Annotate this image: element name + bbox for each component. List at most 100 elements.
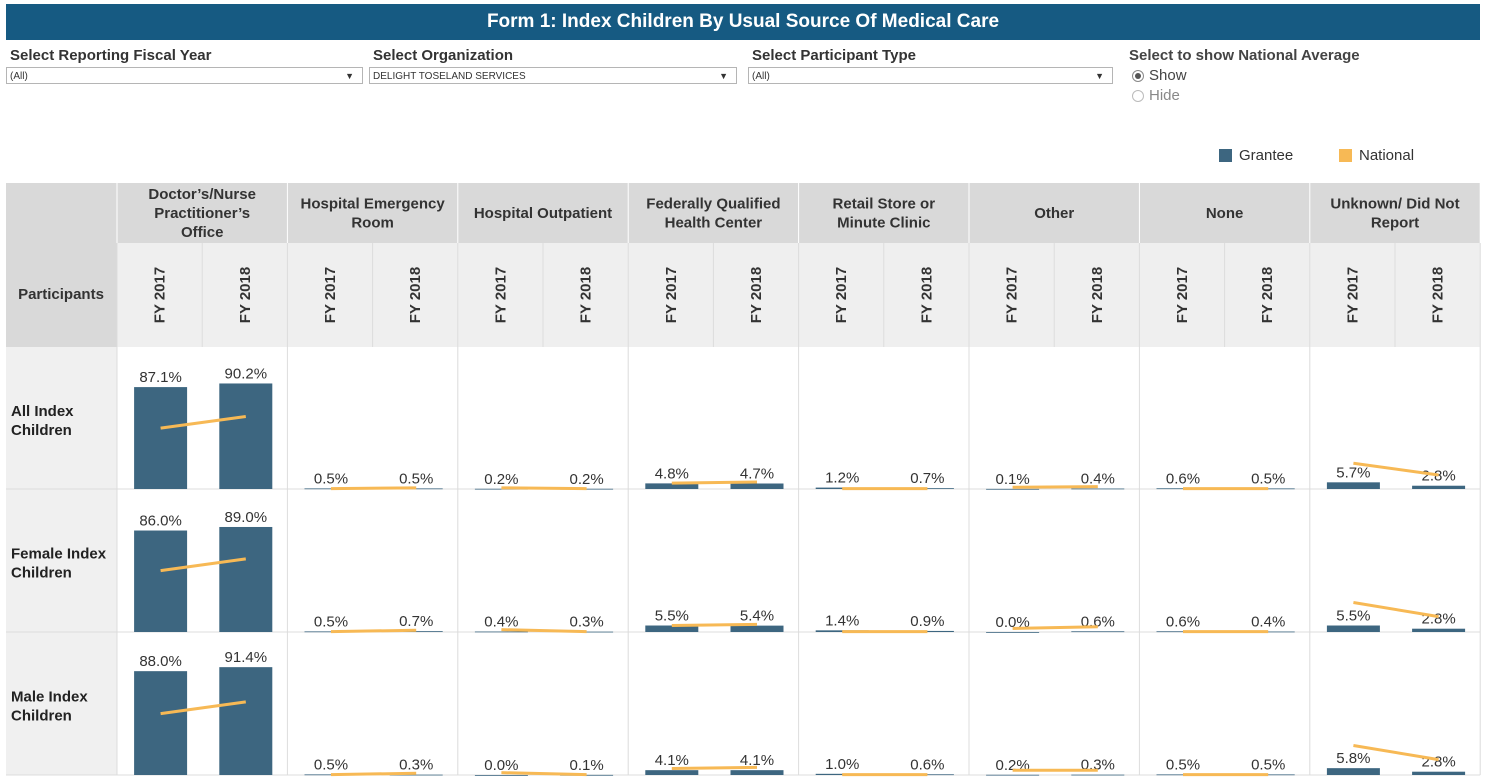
legend-grantee-label: Grantee <box>1239 147 1294 164</box>
data-label: 0.4% <box>1081 471 1115 488</box>
national-line <box>501 771 587 777</box>
data-label: 5.4% <box>740 608 774 625</box>
grantee-bar <box>219 667 273 775</box>
fiscal-year-select[interactable]: (All) ▼ <box>6 67 363 84</box>
radio-show-label: Show <box>1149 67 1187 84</box>
legend-grantee-swatch <box>1219 149 1232 162</box>
national-line <box>160 557 247 573</box>
national-line <box>160 700 247 716</box>
data-label: 0.5% <box>314 756 348 773</box>
grantee-bar <box>474 775 528 776</box>
grantee-bar <box>560 488 614 490</box>
chevron-down-icon: ▼ <box>719 71 728 81</box>
national-line <box>671 765 758 771</box>
data-label: 0.2% <box>484 471 518 488</box>
grantee-bar <box>304 488 358 490</box>
national-line <box>1353 744 1439 762</box>
data-label: 5.5% <box>1336 608 1370 625</box>
fiscal-year-filter: Select Reporting Fiscal Year (All) ▼ <box>6 46 363 84</box>
row-label: Female Index Children <box>11 546 107 582</box>
year-header: FY 2017 <box>663 267 680 323</box>
grantee-bar <box>560 774 614 776</box>
chevron-down-icon: ▼ <box>345 71 354 81</box>
chevron-down-icon: ▼ <box>1095 71 1104 81</box>
data-label: 0.4% <box>484 614 518 631</box>
row-header-participants: Participants <box>18 286 104 303</box>
grantee-bar <box>986 632 1040 633</box>
year-header: FY 2017 <box>322 267 339 323</box>
radio-unselected-icon <box>1132 90 1144 102</box>
radio-selected-icon <box>1132 70 1144 82</box>
row-label: All Index Children <box>11 403 74 439</box>
category-header: None <box>1206 205 1244 222</box>
grantee-bar <box>986 774 1040 776</box>
year-header: FY 2017 <box>492 267 509 323</box>
organization-filter: Select Organization DELIGHT TOSELAND SER… <box>369 46 737 84</box>
year-header: FY 2017 <box>152 267 169 323</box>
category-header: Retail Store or Minute Clinic <box>833 196 936 232</box>
year-header: FY 2018 <box>1430 267 1447 323</box>
year-header: FY 2018 <box>1259 267 1276 323</box>
data-label: 0.7% <box>399 613 433 630</box>
national-line <box>330 628 417 634</box>
grantee-bar <box>134 387 188 489</box>
fiscal-year-filter-label: Select Reporting Fiscal Year <box>10 47 212 64</box>
page-title: Form 1: Index Children By Usual Source O… <box>6 4 1480 40</box>
national-line <box>160 414 247 430</box>
grantee-bar <box>134 671 188 775</box>
national-line <box>330 771 417 777</box>
data-label: 0.3% <box>569 614 603 631</box>
national-line <box>1353 601 1439 619</box>
legend-national-swatch <box>1339 149 1352 162</box>
data-label: 1.0% <box>825 756 859 773</box>
data-label: 86.0% <box>139 513 182 530</box>
data-label: 0.5% <box>1251 470 1285 487</box>
grantee-bar <box>219 383 273 489</box>
grantee-bar <box>134 530 188 632</box>
data-label: 0.5% <box>1166 756 1200 773</box>
grantee-bar <box>1326 482 1380 489</box>
grantee-bar <box>1071 488 1125 490</box>
national-average-toggle: Select to show National Average Show Hid… <box>1129 46 1360 106</box>
data-label: 88.0% <box>139 653 182 670</box>
data-label: 4.1% <box>655 752 689 769</box>
grantee-bar <box>645 483 699 489</box>
radio-hide[interactable]: Hide <box>1129 86 1360 106</box>
participant-type-select-value: (All) <box>752 71 770 82</box>
data-label: 1.4% <box>825 612 859 629</box>
grantee-bar <box>986 488 1040 490</box>
national-line <box>1012 625 1098 630</box>
fiscal-year-select-value: (All) <box>10 71 28 82</box>
radio-hide-label: Hide <box>1149 87 1180 104</box>
data-label: 5.5% <box>655 608 689 625</box>
data-label: 0.3% <box>399 757 433 774</box>
data-label: 0.5% <box>314 470 348 487</box>
national-line <box>501 628 587 634</box>
national-line <box>671 480 758 485</box>
data-label: 90.2% <box>225 365 268 382</box>
category-header: Unknown/ Did Not Report <box>1330 196 1459 232</box>
organization-select[interactable]: DELIGHT TOSELAND SERVICES ▼ <box>369 67 737 84</box>
legend-national: National <box>1339 147 1414 164</box>
year-header: FY 2018 <box>407 267 424 323</box>
data-label: 4.7% <box>740 466 774 483</box>
category-header: Doctor’s/Nurse Practitioner’s Office <box>148 186 256 241</box>
legend-national-label: National <box>1359 147 1415 164</box>
grantee-bar <box>730 483 784 489</box>
data-label: 5.7% <box>1336 464 1370 481</box>
grantee-bar <box>304 774 358 776</box>
year-header: FY 2018 <box>748 267 765 323</box>
organization-select-value: DELIGHT TOSELAND SERVICES <box>373 71 526 82</box>
grantee-bar <box>1326 625 1380 632</box>
grantee-bar <box>219 526 273 632</box>
data-label: 0.5% <box>314 613 348 630</box>
data-label: 0.6% <box>910 756 944 773</box>
radio-show[interactable]: Show <box>1129 66 1360 86</box>
data-label: 0.7% <box>910 470 944 487</box>
grantee-bar <box>474 631 528 633</box>
year-header: FY 2017 <box>1174 267 1191 323</box>
national-line <box>330 486 417 491</box>
participant-type-select[interactable]: (All) ▼ <box>748 67 1113 84</box>
grantee-bar <box>304 631 358 633</box>
category-header: Federally Qualified Health Center <box>646 196 780 232</box>
